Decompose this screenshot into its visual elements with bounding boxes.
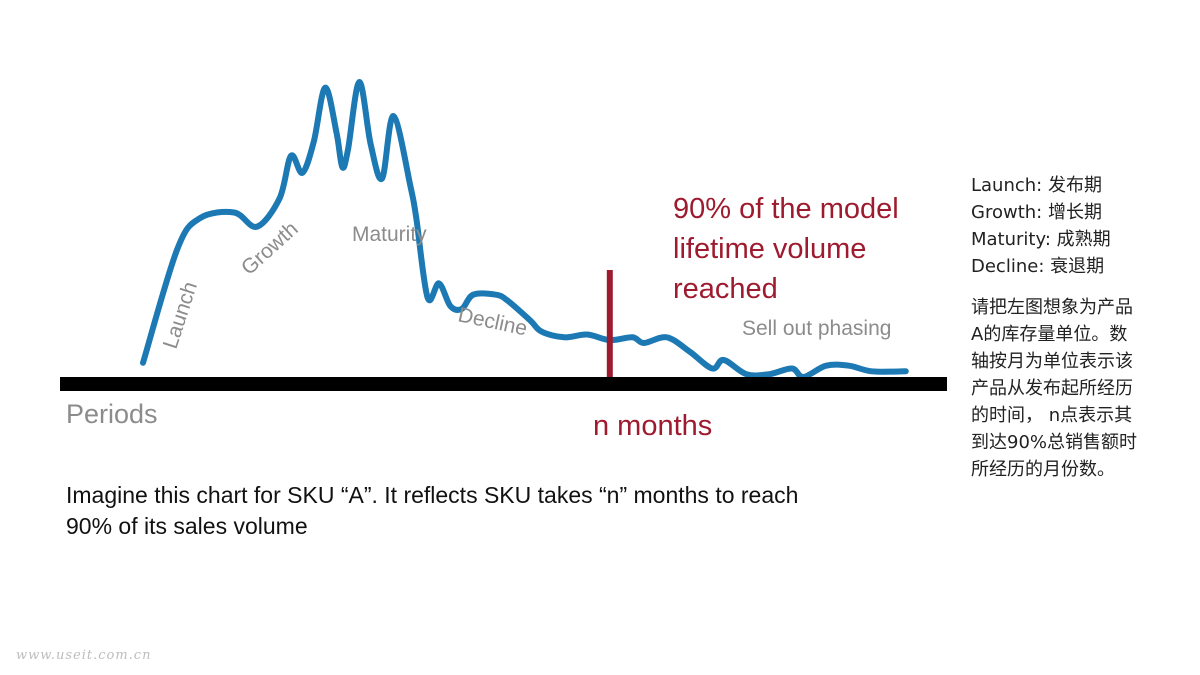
x-axis-label: Periods	[66, 399, 158, 429]
explanation-line: 到达90%总销售额时	[971, 432, 1138, 453]
explanation-text: 请把左图想象为产品 A的库存量单位。数 轴按月为单位表示该 产品从发布起所经历 …	[971, 294, 1181, 483]
legend-list: Launch: 发布期 Growth: 增长期 Maturity: 成熟期 De…	[971, 172, 1181, 280]
legend-maturity: Maturity: 成熟期	[971, 229, 1111, 250]
explanation-line: 产品从发布起所经历	[971, 378, 1133, 399]
marker-label-line-1: 90% of the model	[673, 193, 899, 225]
x-axis	[60, 377, 947, 391]
caption: Imagine this chart for SKU “A”. It refle…	[66, 480, 946, 542]
explanation-line: 的时间， n点表示其	[971, 405, 1133, 426]
ninety-percent-marker	[606, 270, 613, 377]
legend-decline: Decline: 衰退期	[971, 256, 1105, 277]
side-panel: Launch: 发布期 Growth: 增长期 Maturity: 成熟期 De…	[971, 172, 1181, 483]
watermark: www.useit.com.cn	[16, 648, 152, 663]
explanation-line: 轴按月为单位表示该	[971, 351, 1133, 372]
marker-label-line-2: lifetime volume	[673, 233, 866, 265]
phase-label-sell-out: Sell out phasing	[742, 317, 891, 340]
caption-line-1: Imagine this chart for SKU “A”. It refle…	[66, 482, 799, 508]
sales-volume-line	[140, 78, 909, 380]
legend-launch: Launch: 发布期	[971, 175, 1102, 196]
marker-label-line-3: reached	[673, 273, 778, 305]
explanation-line: 所经历的月份数。	[971, 459, 1115, 480]
explanation-line: 请把左图想象为产品	[971, 297, 1133, 318]
legend-growth: Growth: 增长期	[971, 202, 1102, 223]
phase-label-maturity: Maturity	[352, 223, 427, 246]
n-months-label: n months	[593, 410, 712, 442]
explanation-line: A的库存量单位。数	[971, 324, 1128, 345]
phase-label-growth: Growth	[237, 217, 303, 279]
caption-line-2: 90% of its sales volume	[66, 513, 308, 539]
